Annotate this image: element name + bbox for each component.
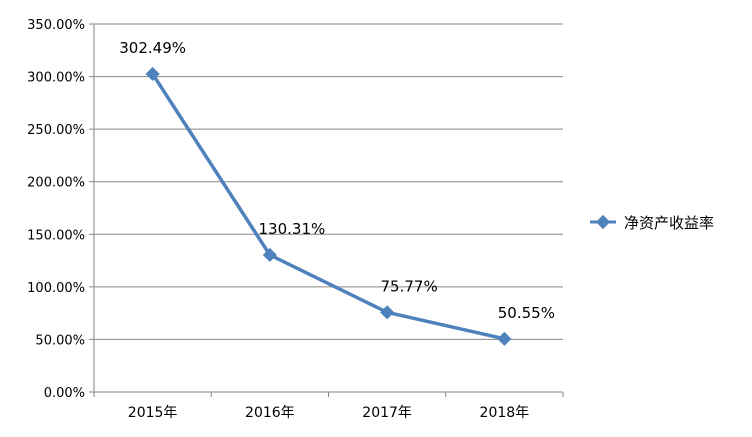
series-net-asset-return bbox=[145, 66, 512, 346]
x-tick-label: 2018年 bbox=[480, 405, 530, 421]
y-tick-label: 200.00% bbox=[27, 176, 85, 191]
y-axis-tick-labels: 0.00% 50.00% 100.00% 150.00% 200.00% 250.00% 3… bbox=[27, 18, 85, 401]
legend-label: 净资产收益率 bbox=[624, 214, 714, 232]
data-label: 130.31% bbox=[259, 220, 326, 238]
data-labels: 302.49% 130.31% 75.77% 50.55% bbox=[119, 39, 555, 322]
y-tick-label: 50.00% bbox=[35, 333, 85, 348]
gridlines bbox=[94, 23, 563, 340]
data-label: 50.55% bbox=[498, 304, 555, 322]
y-tick-label: 300.00% bbox=[27, 71, 85, 86]
x-tick-label: 2017年 bbox=[362, 405, 412, 421]
x-tick-label: 2016年 bbox=[245, 405, 295, 421]
data-label: 302.49% bbox=[119, 39, 186, 57]
data-label: 75.77% bbox=[381, 277, 438, 295]
y-tick-label: 250.00% bbox=[27, 123, 85, 138]
data-point-marker bbox=[497, 331, 512, 346]
y-tick-label: 350.00% bbox=[27, 18, 85, 33]
y-tick-label: 150.00% bbox=[27, 228, 85, 243]
legend-diamond-marker bbox=[595, 214, 611, 230]
data-point-marker bbox=[262, 247, 277, 263]
x-tick-label: 2015年 bbox=[128, 405, 178, 421]
legend: 净资产收益率 bbox=[590, 214, 714, 232]
axes bbox=[89, 23, 564, 397]
series-line bbox=[151, 73, 505, 341]
data-point-marker bbox=[380, 305, 395, 320]
y-tick-label: 100.00% bbox=[27, 281, 85, 296]
x-axis-tick-labels: 2015年 2016年 2017年 2018年 bbox=[128, 405, 529, 421]
y-tick-label: 0.00% bbox=[44, 386, 85, 401]
